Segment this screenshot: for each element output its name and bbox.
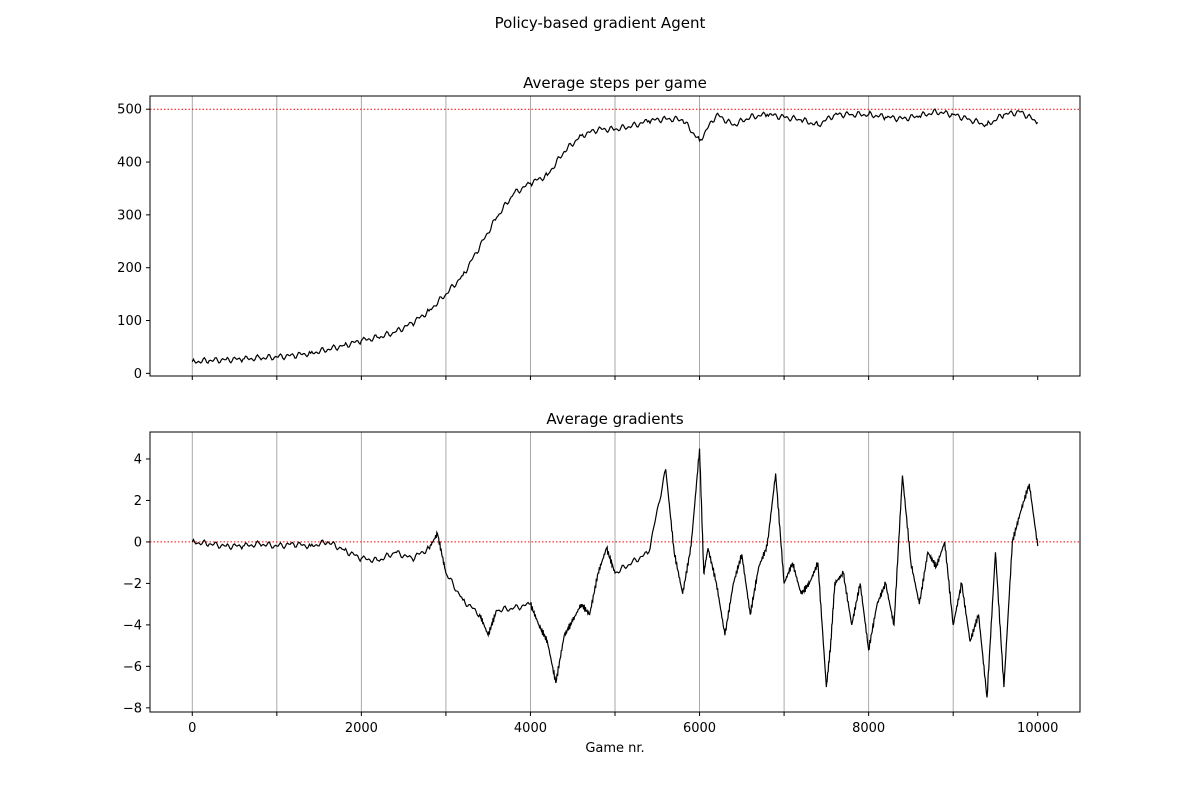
gradient-gridlines xyxy=(191,432,954,712)
gradient-y-tick-label: −4 xyxy=(123,618,142,633)
steps-chart-title: Average steps per game xyxy=(523,74,707,92)
gradient-x-tick-label: 6000 xyxy=(683,721,716,736)
steps-gridlines xyxy=(191,96,954,376)
steps-x-ticks xyxy=(191,376,1039,380)
gradient-y-tick-label: 4 xyxy=(134,452,142,467)
steps-y-tick-label: 200 xyxy=(117,261,142,276)
gradient-chart-title: Average gradients xyxy=(546,410,684,428)
gradient-x-tick-label: 0 xyxy=(188,721,196,736)
gradient-y-tick-label: 0 xyxy=(134,535,142,550)
gradient-y-tick-label: −8 xyxy=(123,701,142,716)
gradient-plot-frame xyxy=(149,431,1081,713)
gradient-series-line xyxy=(191,448,1039,698)
gradient-y-ticks: −8 −6 −4 −2 0 2 4 xyxy=(123,452,150,716)
gradient-x-tick-label: 10000 xyxy=(1017,721,1058,736)
gradient-x-ticks: 0 2000 4000 6000 8000 10000 xyxy=(188,712,1058,736)
steps-y-tick-label: 400 xyxy=(117,156,142,171)
steps-plot-frame xyxy=(149,95,1081,377)
steps-y-tick-label: 100 xyxy=(117,314,142,329)
steps-y-tick-label: 0 xyxy=(134,367,142,382)
gradient-x-tick-label: 8000 xyxy=(852,721,885,736)
steps-y-tick-label: 300 xyxy=(117,208,142,223)
gradient-y-tick-label: −6 xyxy=(123,660,142,675)
gradient-x-tick-label: 4000 xyxy=(514,721,547,736)
gradient-chart: Average gradients −8 −6 −4 −2 0 2 4 0 2000 4000 6… xyxy=(123,410,1081,736)
suptitle: Policy-based gradient Agent xyxy=(495,14,706,32)
gradient-y-tick-label: 2 xyxy=(134,494,142,509)
x-axis-label: Game nr. xyxy=(585,741,644,756)
steps-y-tick-label: 500 xyxy=(117,103,142,118)
steps-series-line xyxy=(191,108,1039,365)
steps-y-ticks: 0 100 200 300 400 500 xyxy=(117,103,150,382)
steps-chart: Average steps per game 0 100 200 300 400 500 xyxy=(117,74,1081,382)
gradient-y-tick-label: −2 xyxy=(123,577,142,592)
gradient-x-tick-label: 2000 xyxy=(345,721,378,736)
